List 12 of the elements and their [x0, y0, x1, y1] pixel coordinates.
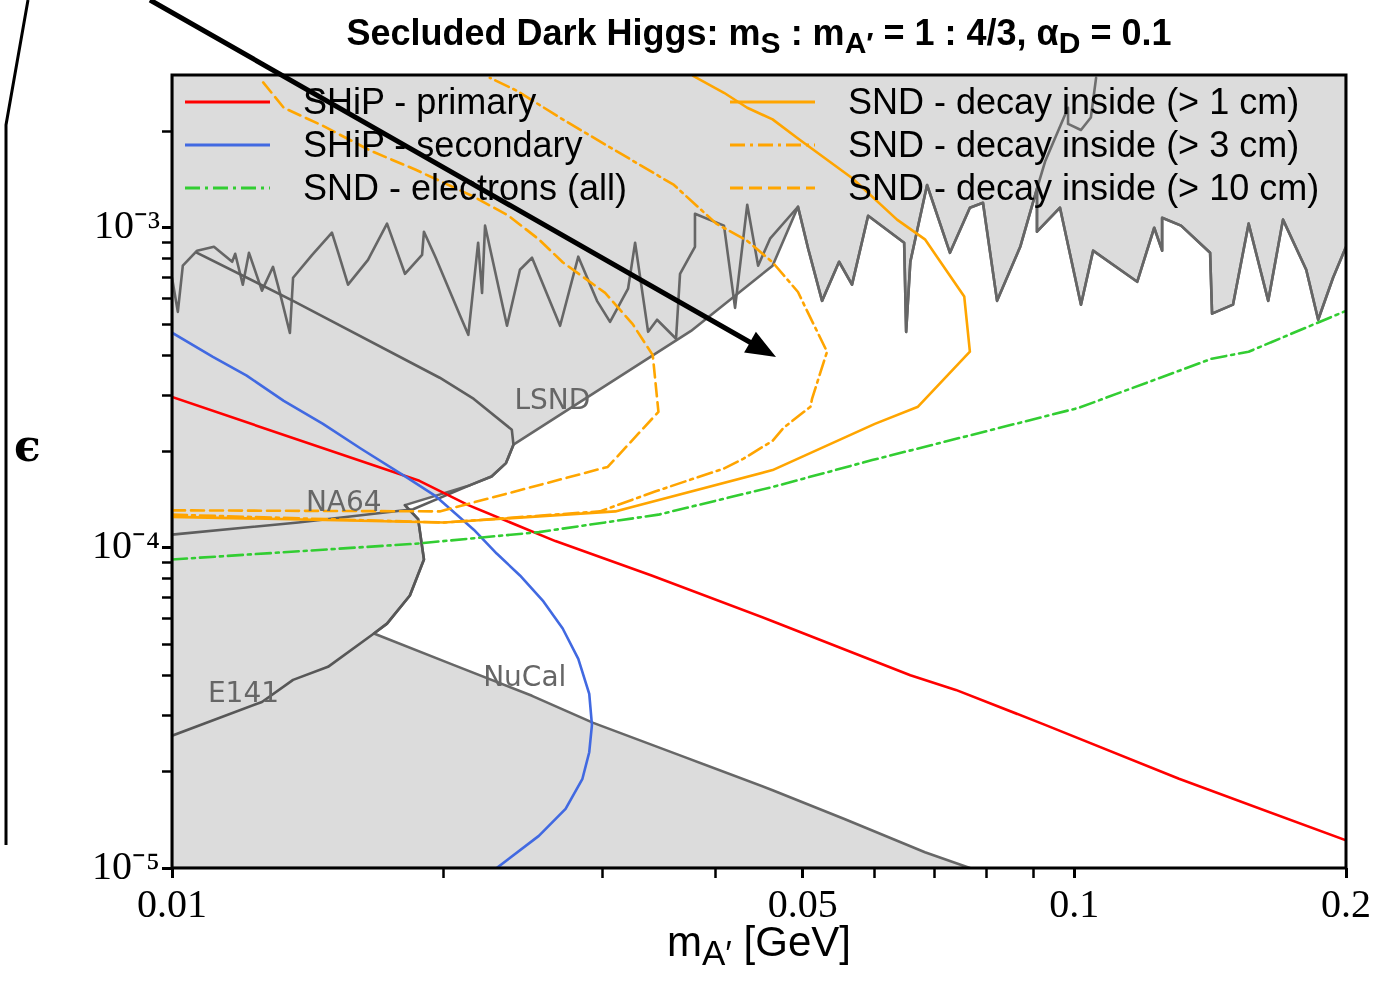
y-tick-label: 10⁻³: [94, 202, 160, 248]
chart-title: Secluded Dark Higgs: m$_{S}$ : m$_{A′}$ = 1 : 4/3, α$_{D}$ = 0.1: [345, 12, 1173, 61]
x-tick-label: 0.1: [1049, 880, 1100, 926]
annotation: LSND: [514, 382, 591, 416]
legend-label: SND - decay inside (> 3 cm): [848, 123, 1300, 166]
annotation: E141: [207, 676, 280, 710]
legend-label: SND - decay inside (> 1 cm): [848, 80, 1300, 123]
annotation: NA64: [305, 485, 382, 519]
y-tick-label: 10⁻⁴: [92, 522, 160, 568]
annotation: NuCal: [483, 660, 567, 694]
y-axis-title: ϵ: [14, 420, 41, 471]
x-tick-label: 0.2: [1321, 880, 1371, 926]
